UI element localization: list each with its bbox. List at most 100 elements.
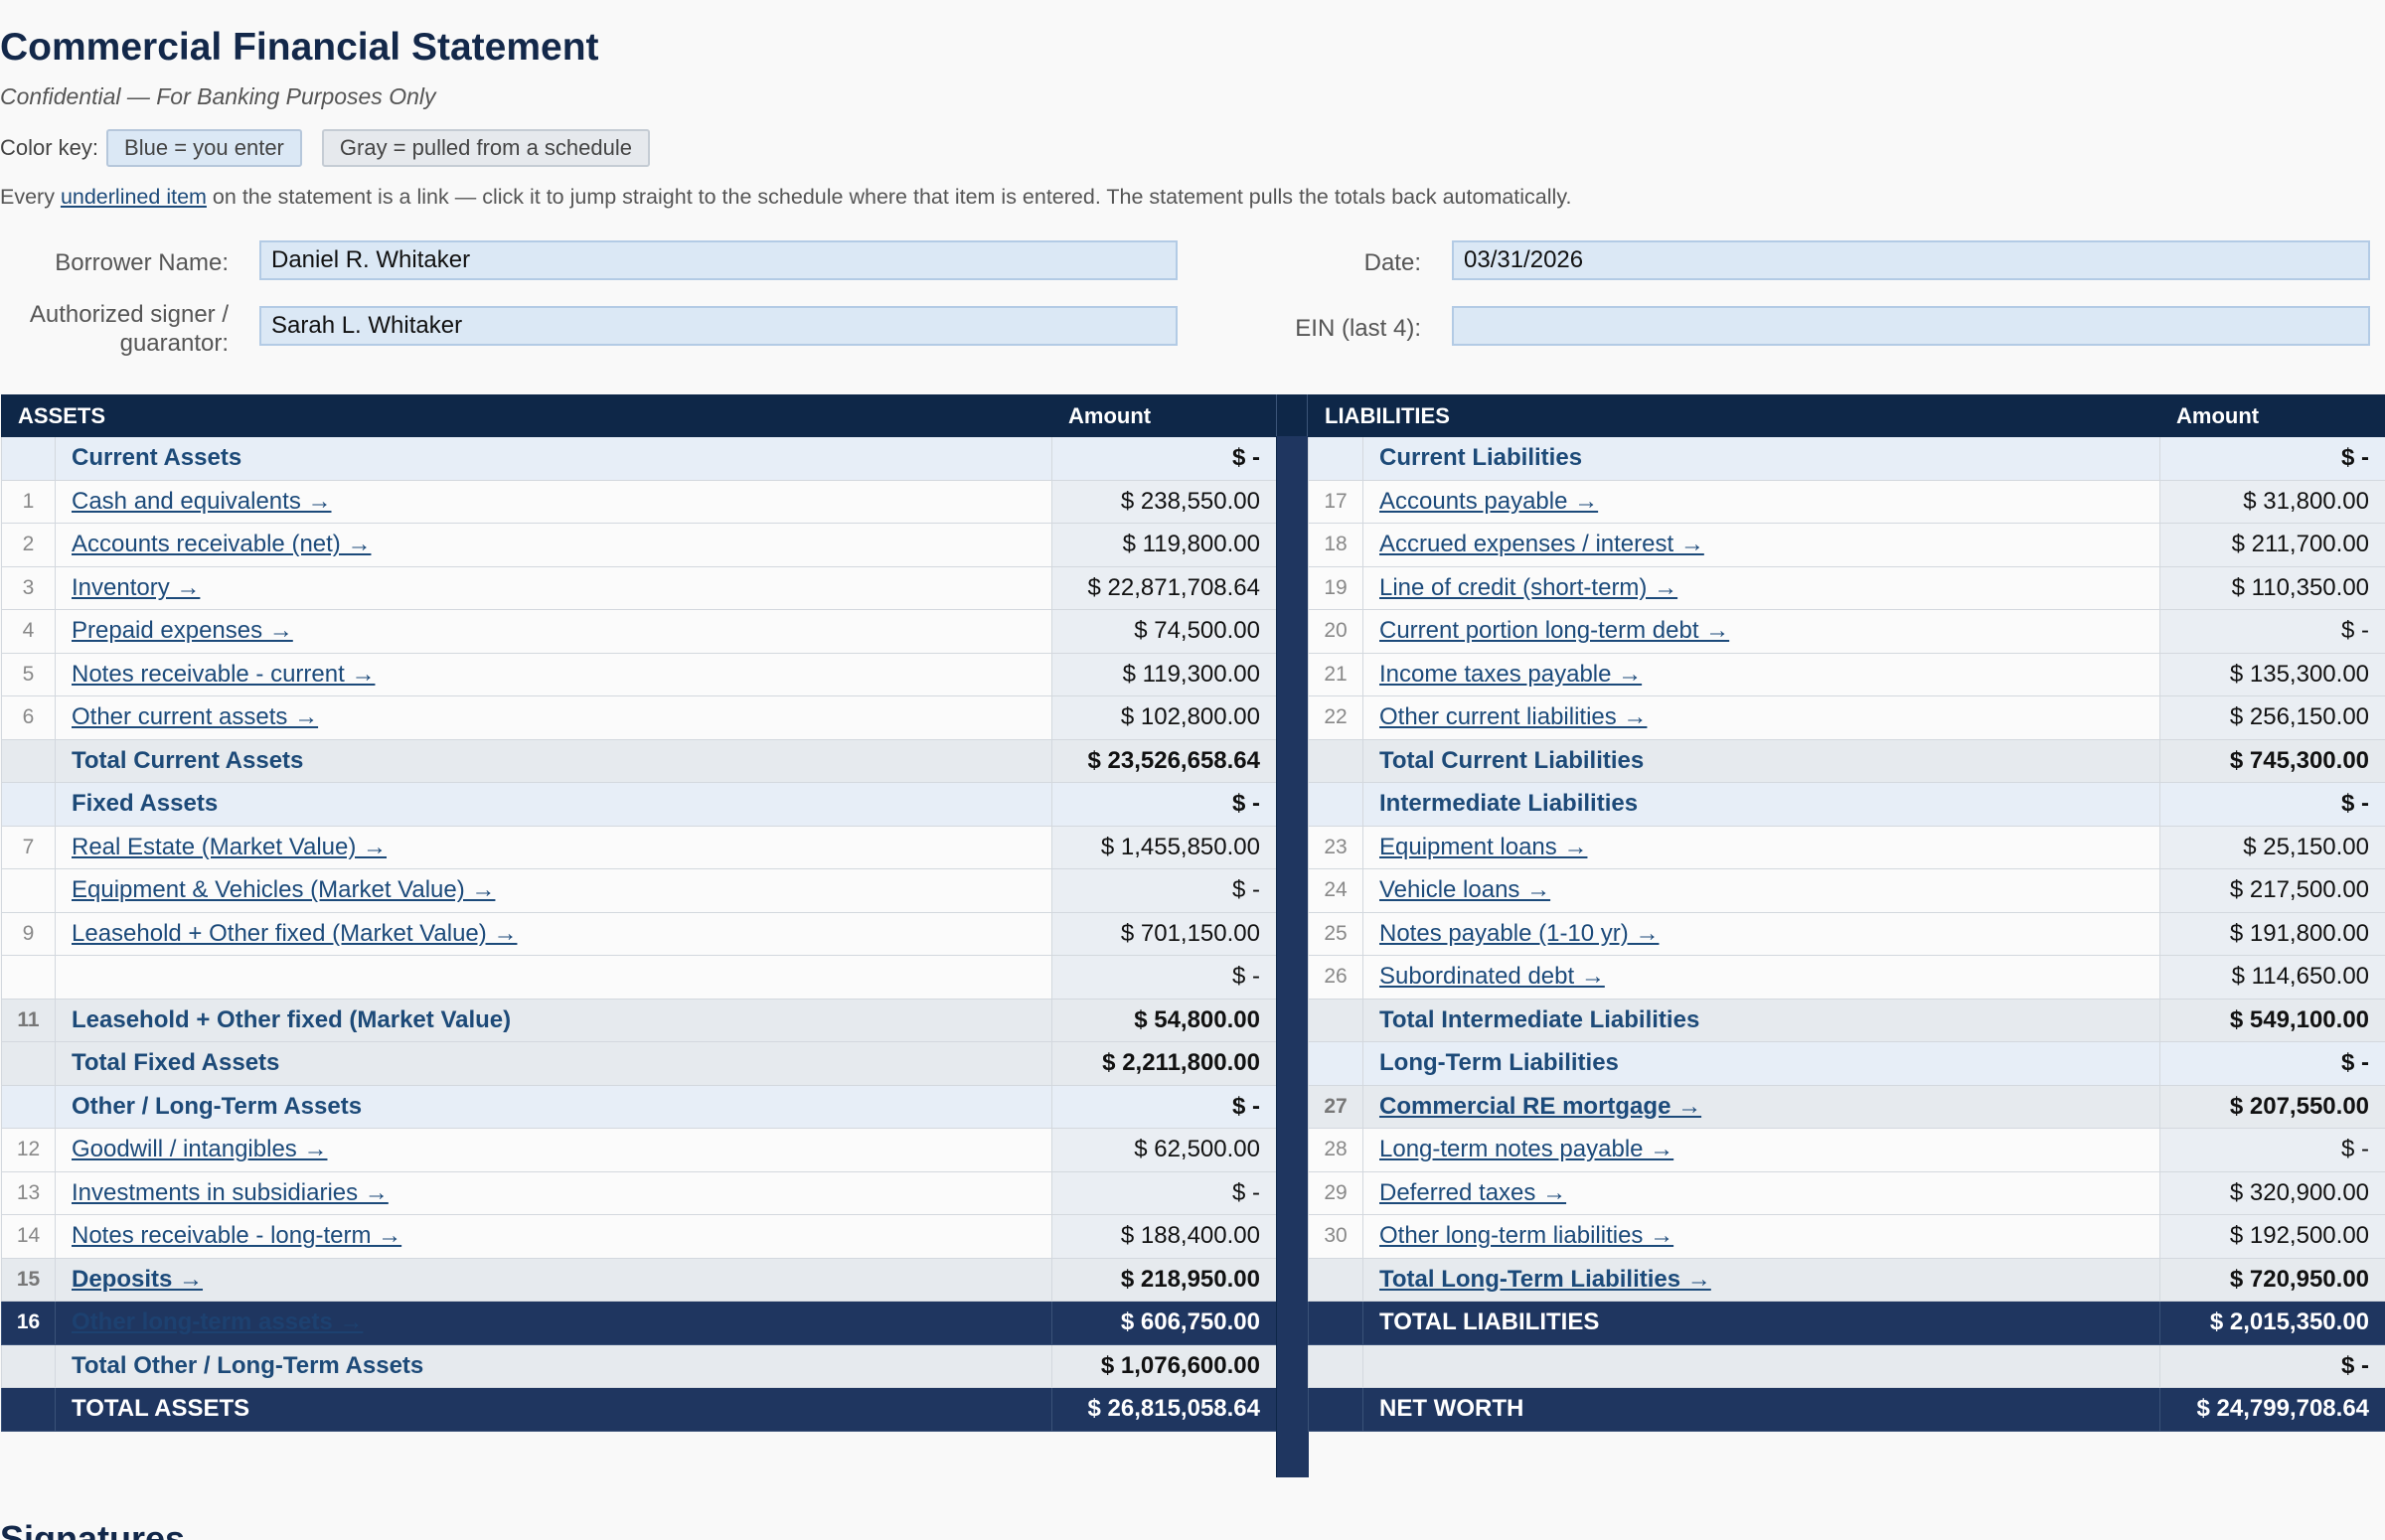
- liability-amount: $ 720,950.00: [2159, 1257, 2385, 1302]
- asset-row: 1 Cash and equivalents → $ 238,550.00: [1, 479, 1277, 524]
- liability-amount: $ 191,800.00: [2159, 911, 2385, 956]
- liability-amount: $ 192,500.00: [2159, 1214, 2385, 1259]
- asset-row: Total Other / Long-Term Assets $ 1,076,60…: [1, 1343, 1277, 1388]
- liability-schedule-link[interactable]: Total Long-Term Liabilities →: [1379, 1265, 1711, 1293]
- asset-label-cell: Leasehold + Other fixed (Market Value) →: [55, 911, 1052, 956]
- liability-line-number: 24: [1308, 868, 1363, 913]
- asset-schedule-link[interactable]: Equipment & Vehicles (Market Value) →: [72, 876, 496, 904]
- asset-schedule-link[interactable]: Goodwill / intangibles →: [72, 1136, 328, 1163]
- asset-schedule-link[interactable]: Leasehold + Other fixed (Market Value) →: [72, 919, 518, 947]
- liability-row: 22 Other current liabilities → $ 256,150.0…: [1308, 695, 2385, 740]
- asset-schedule-link[interactable]: Other current assets →: [72, 703, 319, 731]
- liability-schedule-link[interactable]: Long-term notes payable →: [1379, 1136, 1674, 1163]
- asset-line-number: 11: [1, 998, 56, 1042]
- liability-label: Long-Term Liabilities: [1361, 1041, 2161, 1086]
- asset-schedule-link[interactable]: Real Estate (Market Value) →: [72, 833, 388, 860]
- asset-row: Other / Long-Term Assets $ -: [1, 1084, 1277, 1129]
- asset-label-cell: Deposits →: [55, 1257, 1052, 1302]
- gray-key-chip: Gray = pulled from a schedule: [321, 129, 650, 167]
- liability-line-number: 30: [1308, 1214, 1363, 1259]
- liability-schedule-link[interactable]: Notes payable (1-10 yr) →: [1379, 919, 1660, 947]
- liability-schedule-link[interactable]: Equipment loans →: [1379, 833, 1588, 860]
- liability-amount: $ 135,300.00: [2159, 652, 2385, 696]
- asset-amount: $ -: [1051, 1170, 1277, 1215]
- asset-row: 15 Deposits → $ 218,950.00: [1, 1257, 1277, 1302]
- liability-row: Long-Term Liabilities $ -: [1308, 1041, 2385, 1086]
- liability-label: Current Liabilities: [1361, 436, 2161, 481]
- liability-line-number: 25: [1308, 911, 1363, 956]
- liability-amount: $ 2,015,350.00: [2159, 1301, 2385, 1345]
- borrower-name-input[interactable]: Daniel R. Whitaker: [259, 240, 1178, 280]
- asset-label: [55, 955, 1052, 1000]
- asset-label-cell: Notes receivable - long-term →: [55, 1214, 1052, 1259]
- liability-amount: $ 217,500.00: [2159, 868, 2385, 913]
- asset-label: Total Fixed Assets: [55, 1041, 1052, 1086]
- asset-line-number: 16: [1, 1301, 56, 1345]
- liabilities-table: LIABILITIES Amount Current Liabilities $ …: [1307, 394, 2385, 1432]
- ein-label: EIN (last 4):: [1295, 315, 1421, 342]
- asset-amount: $ 218,950.00: [1051, 1257, 1277, 1302]
- asset-schedule-link[interactable]: Investments in subsidiaries →: [72, 1178, 389, 1206]
- liability-schedule-link[interactable]: Current portion long-term debt →: [1379, 617, 1730, 645]
- asset-line-number: [1, 868, 56, 913]
- liability-amount: $ 114,650.00: [2159, 955, 2385, 1000]
- asset-schedule-link[interactable]: Notes receivable - long-term →: [72, 1222, 402, 1250]
- liability-row: TOTAL LIABILITIES $ 2,015,350.00: [1308, 1301, 2385, 1345]
- link-note-prefix: Every: [0, 185, 61, 209]
- liability-amount: $ -: [2159, 436, 2385, 481]
- asset-schedule-link[interactable]: Prepaid expenses →: [72, 617, 293, 645]
- liability-schedule-link[interactable]: Other current liabilities →: [1379, 703, 1648, 731]
- liability-schedule-link[interactable]: Other long-term liabilities →: [1379, 1222, 1674, 1250]
- liability-schedule-link[interactable]: Accounts payable →: [1379, 487, 1599, 515]
- liabilities-amount-heading: Amount: [2159, 394, 2385, 437]
- liability-row: 27 Commercial RE mortgage → $ 207,550.00: [1308, 1084, 2385, 1129]
- asset-label: TOTAL ASSETS: [55, 1387, 1052, 1432]
- assets-amount-heading: Amount: [1051, 394, 1277, 437]
- liability-schedule-link[interactable]: Commercial RE mortgage →: [1379, 1092, 1702, 1120]
- asset-amount: $ 26,815,058.64: [1051, 1387, 1277, 1432]
- asset-amount: $ 1,076,600.00: [1051, 1343, 1277, 1388]
- asset-line-number: 5: [1, 652, 56, 696]
- date-input[interactable]: 03/31/2026: [1452, 240, 2370, 280]
- asset-row: 12 Goodwill / intangibles → $ 62,500.00: [1, 1128, 1277, 1172]
- asset-row: 14 Notes receivable - long-term → $ 188,40…: [1, 1214, 1277, 1259]
- asset-label-cell: Goodwill / intangibles →: [55, 1128, 1052, 1172]
- liability-schedule-link[interactable]: Income taxes payable →: [1379, 660, 1643, 688]
- asset-line-number: 9: [1, 911, 56, 956]
- signer-input[interactable]: Sarah L. Whitaker: [259, 306, 1178, 346]
- liability-schedule-link[interactable]: Deferred taxes →: [1379, 1178, 1567, 1206]
- liability-schedule-link[interactable]: Subordinated debt →: [1379, 963, 1605, 991]
- liability-amount: $ 25,150.00: [2159, 825, 2385, 869]
- liability-schedule-link[interactable]: Vehicle loans →: [1379, 876, 1551, 904]
- asset-row: 13 Investments in subsidiaries → $ -: [1, 1170, 1277, 1215]
- liability-label-cell: Accounts payable →: [1361, 479, 2161, 524]
- asset-schedule-link[interactable]: Other long-term assets →: [72, 1309, 364, 1336]
- liability-schedule-link[interactable]: Accrued expenses / interest →: [1379, 531, 1704, 558]
- ein-input[interactable]: [1452, 306, 2370, 346]
- asset-schedule-link[interactable]: Notes receivable - current →: [72, 660, 376, 688]
- link-note-link[interactable]: underlined item: [60, 185, 207, 209]
- liability-row: 17 Accounts payable → $ 31,800.00: [1308, 479, 2385, 524]
- asset-amount: $ 2,211,800.00: [1051, 1041, 1277, 1086]
- liability-label-cell: Notes payable (1-10 yr) →: [1361, 911, 2161, 956]
- asset-line-number: 1: [1, 479, 56, 524]
- liability-amount: $ 745,300.00: [2159, 738, 2385, 783]
- liability-line-number: [1308, 998, 1363, 1042]
- asset-label-cell: Accounts receivable (net) →: [55, 523, 1052, 567]
- asset-row: Equipment & Vehicles (Market Value) → $ -: [1, 868, 1277, 913]
- liability-line-number: 19: [1308, 565, 1363, 610]
- asset-line-number: 6: [1, 695, 56, 740]
- color-key: Color key: Blue = you enter Gray = pulle…: [0, 129, 650, 167]
- asset-schedule-link[interactable]: Cash and equivalents →: [72, 487, 332, 515]
- asset-line-number: [1, 782, 56, 827]
- liability-amount: $ -: [2159, 1128, 2385, 1172]
- liability-label-cell: Accrued expenses / interest →: [1361, 523, 2161, 567]
- asset-line-number: 7: [1, 825, 56, 869]
- asset-schedule-link[interactable]: Accounts receivable (net) →: [72, 531, 372, 558]
- asset-schedule-link[interactable]: Inventory →: [72, 573, 201, 601]
- liability-row: Intermediate Liabilities $ -: [1308, 782, 2385, 827]
- asset-row: Total Fixed Assets $ 2,211,800.00: [1, 1041, 1277, 1086]
- liability-schedule-link[interactable]: Line of credit (short-term) →: [1379, 573, 1678, 601]
- asset-line-number: 4: [1, 609, 56, 654]
- asset-schedule-link[interactable]: Deposits →: [72, 1265, 204, 1293]
